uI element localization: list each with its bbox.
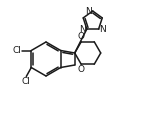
Text: O: O <box>78 65 85 74</box>
Text: O: O <box>78 32 85 41</box>
Text: N: N <box>79 25 86 34</box>
Text: N: N <box>100 25 106 34</box>
Text: Cl: Cl <box>22 77 31 86</box>
Text: Cl: Cl <box>12 46 21 55</box>
Text: N: N <box>85 7 92 15</box>
